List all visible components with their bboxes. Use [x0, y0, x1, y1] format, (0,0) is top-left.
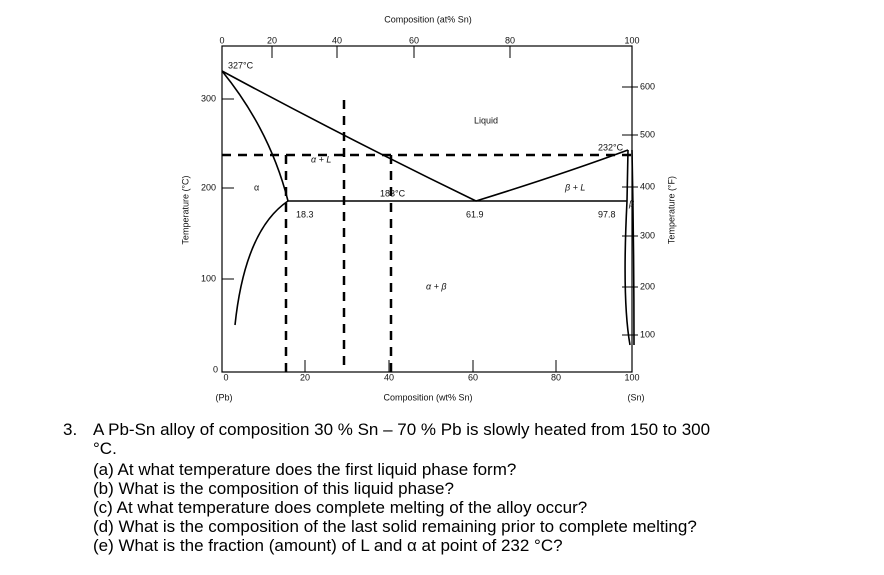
bottom-tick-label: 20 [300, 372, 310, 382]
question-part: (d) What is the composition of the last … [93, 517, 697, 536]
bottom-axis-title: Composition (wt% Sn) [383, 392, 472, 402]
right-tick-label: 100 [640, 329, 655, 339]
dashed-guides [222, 100, 632, 372]
right-tick-label: 300 [640, 230, 655, 240]
phase-label: 232°C [598, 142, 624, 152]
question-part: (b) What is the composition of this liqu… [93, 479, 454, 498]
phase-label: Liquid [474, 115, 498, 125]
phase-label: α + L [311, 154, 331, 164]
top-axis-title: Composition (at% Sn) [384, 14, 472, 24]
phase-diagram: Composition (at% Sn) Composition (wt% Sn… [180, 14, 676, 402]
alpha-solidus [221, 70, 289, 202]
top-tick-label: 40 [332, 35, 342, 45]
plot-frame [221, 45, 633, 373]
beta-solidus [624, 149, 631, 346]
phase-label: β [628, 198, 634, 208]
pb-label: (Pb) [215, 392, 232, 402]
top-tick-label: 20 [267, 35, 277, 45]
phase-label: 97.8 [598, 209, 616, 219]
bottom-tick-label: 40 [384, 372, 394, 382]
question-part: (c) At what temperature does complete me… [93, 498, 588, 517]
question-part: (e) What is the fraction (amount) of L a… [93, 536, 563, 555]
phase-label: 183°C [380, 188, 406, 198]
top-tick-label: 100 [624, 35, 639, 45]
right-tick-label: 500 [640, 129, 655, 139]
top-tick-label: 60 [409, 35, 419, 45]
left-tick-label: 100 [201, 273, 216, 283]
bottom-tick-label: 0 [223, 372, 228, 382]
right-tick-label: 200 [640, 281, 655, 291]
question-number: 3. [63, 420, 78, 439]
question-part: (a) At what temperature does the first l… [93, 460, 517, 479]
right-axis-title: Temperature (°F) [666, 176, 676, 244]
liquidus-left [221, 70, 477, 202]
sn-label: (Sn) [627, 392, 644, 402]
beta-boundary [631, 149, 635, 346]
phase-lines [221, 70, 635, 346]
left-tick-label: 200 [201, 182, 216, 192]
question-stem: A Pb-Sn alloy of composition 30 % Sn – 7… [93, 420, 711, 439]
bottom-tick-label: 80 [551, 372, 561, 382]
phase-label: β + L [564, 182, 585, 192]
bottom-tick-label: 100 [624, 372, 639, 382]
phase-label: α [254, 182, 259, 192]
phase-label: 327°C [228, 60, 254, 70]
left-axis-title: Temperature (°C) [180, 175, 190, 244]
phase-label: 18.3 [296, 209, 314, 219]
top-tick-label: 0 [219, 35, 224, 45]
liquidus-right [475, 149, 629, 202]
left-tick-label: 300 [201, 93, 216, 103]
phase-label: 61.9 [466, 209, 484, 219]
bottom-tick-label: 60 [468, 372, 478, 382]
left-tick-label: 0 [213, 364, 218, 374]
top-tick-label: 80 [505, 35, 515, 45]
phase-label: α + β [426, 281, 447, 291]
question-stem: °C. [93, 439, 117, 458]
alpha-solvus [234, 200, 289, 326]
right-tick-label: 600 [640, 81, 655, 91]
right-tick-label: 400 [640, 181, 655, 191]
